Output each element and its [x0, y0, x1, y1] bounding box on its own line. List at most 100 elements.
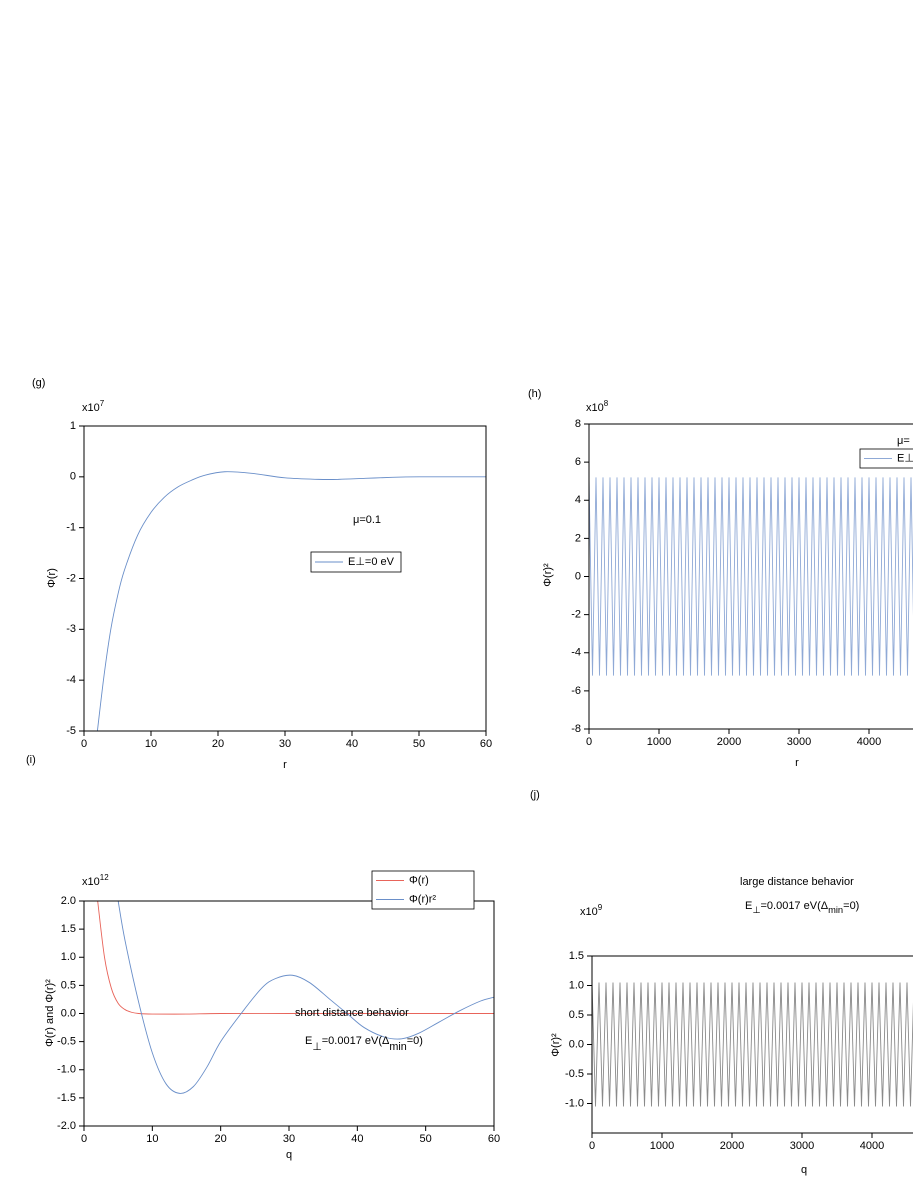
y-tick-label: -0.5 [57, 1036, 76, 1048]
y-tick-label: 6 [575, 456, 581, 468]
annotation-part: ⊥ [752, 905, 760, 915]
x-tick-label: 10 [145, 738, 157, 750]
x-tick-label: 3000 [787, 736, 811, 748]
axis-multiplier: x109 [580, 903, 603, 918]
y-tick-label: 8 [575, 418, 581, 430]
y-tick-label: -2.0 [57, 1120, 76, 1132]
y-tick-label: 1.5 [61, 923, 76, 935]
y-tick-label: 0 [70, 471, 76, 483]
legend-label: E⊥=0 eV [348, 556, 395, 568]
y-axis-label: Φ(r)² [542, 563, 554, 587]
y-axis-label: Φ(r) [46, 568, 58, 588]
annotation: μ=0.1 [353, 514, 381, 526]
axis-multiplier: x1012 [82, 873, 109, 888]
x-tick-label: 20 [212, 738, 224, 750]
annotation-part: μ= [897, 435, 910, 447]
multiplier-exponent: 7 [100, 399, 105, 408]
multiplier-base: x10 [586, 402, 604, 414]
annotation-part: min [828, 905, 843, 915]
x-axis-label: q [286, 1149, 292, 1161]
annotation: μ= [897, 435, 910, 447]
y-tick-label: -8 [571, 723, 581, 735]
y-tick-label: -5 [66, 725, 76, 737]
annotation-part: =0.0017 eV(Δ [760, 900, 828, 912]
x-tick-label: 50 [413, 738, 425, 750]
y-tick-label: 0 [575, 570, 581, 582]
x-tick-label: 2000 [720, 1140, 744, 1152]
x-tick-label: 40 [351, 1133, 363, 1145]
panel-label: (h) [528, 388, 541, 400]
annotation-part: E [745, 900, 752, 912]
y-tick-label: -0.5 [565, 1068, 584, 1080]
annotation-part: E [305, 1035, 312, 1047]
y-tick-label: -2 [66, 572, 76, 584]
y-tick-label: 0.5 [569, 1009, 584, 1021]
y-tick-label: 1 [70, 420, 76, 432]
x-tick-label: 0 [81, 1133, 87, 1145]
panel: (g) x107 r Φ(r) 0 10 20 30 40 50 60 -5 -4 -3 -2 -1 0 1 E⊥=… [32, 377, 492, 771]
axis-multiplier: x108 [586, 399, 609, 414]
y-tick-label: 1.0 [61, 951, 76, 963]
multiplier-exponent: 12 [100, 873, 109, 882]
panel-label: (g) [32, 377, 45, 389]
annotation-part: large distance behavior [740, 876, 854, 888]
legend-label: E⊥ [897, 452, 913, 464]
y-tick-label: -1.5 [57, 1092, 76, 1104]
multiplier-exponent: 9 [598, 903, 603, 912]
x-tick-label: 1000 [647, 736, 671, 748]
annotation-part: =0) [407, 1035, 423, 1047]
panel: (j) x109 q Φ(r)² 0 1000 2000 3000 4000 -1.0 -0.5 0.… [530, 789, 913, 1176]
annotation-part: =0.0017 eV(Δ [322, 1035, 390, 1047]
plot-frame [83, 425, 487, 732]
x-tick-label: 10 [146, 1133, 158, 1145]
annotation-part: μ=0.1 [353, 514, 381, 526]
x-tick-label: 0 [586, 736, 592, 748]
multiplier-exponent: 8 [604, 399, 609, 408]
legend-label: Φ(r)r² [409, 893, 436, 905]
data-line [97, 901, 494, 1015]
x-axis-label: r [795, 757, 799, 769]
x-tick-label: 60 [488, 1133, 500, 1145]
annotation-part: ⊥ [312, 1041, 321, 1053]
y-tick-label: 0.5 [61, 979, 76, 991]
panel-label: (i) [26, 754, 36, 766]
axis-multiplier: x107 [82, 399, 105, 414]
x-tick-label: 2000 [717, 736, 741, 748]
panel-label: (j) [530, 789, 540, 801]
y-tick-label: 4 [575, 494, 581, 506]
legend-box [310, 551, 402, 573]
y-tick-label: -1.0 [57, 1064, 76, 1076]
y-tick-label: -2 [571, 609, 581, 621]
y-tick-label: -3 [66, 623, 76, 635]
y-tick-label: -1.0 [565, 1097, 584, 1109]
x-tick-label: 1000 [650, 1140, 674, 1152]
annotation: E⊥=0.0017 eV(Δmin=0) [305, 1035, 423, 1053]
data-line [592, 982, 913, 1107]
data-line [589, 477, 913, 676]
legend-label: Φ(r) [409, 874, 429, 886]
x-tick-label: 4000 [860, 1140, 884, 1152]
y-tick-label: 0.0 [61, 1007, 76, 1019]
plot-frame [588, 423, 913, 730]
x-tick-label: 20 [215, 1133, 227, 1145]
y-tick-label: -4 [571, 647, 581, 659]
x-tick-label: 0 [81, 738, 87, 750]
x-tick-label: 30 [283, 1133, 295, 1145]
x-tick-label: 50 [420, 1133, 432, 1145]
y-tick-label: -1 [66, 522, 76, 534]
data-line [96, 471, 486, 731]
y-tick-label: 2.0 [61, 895, 76, 907]
x-tick-label: 60 [480, 738, 492, 750]
data-line [117, 901, 494, 1094]
annotation: short distance behavior [295, 1007, 409, 1019]
y-tick-label: 1.5 [569, 950, 584, 962]
y-tick-label: 0.0 [569, 1038, 584, 1050]
x-tick-label: 0 [589, 1140, 595, 1152]
legend-box [371, 870, 475, 910]
y-axis-label: Φ(r)² [550, 1033, 562, 1057]
annotation-part: =0) [843, 900, 859, 912]
x-tick-label: 30 [279, 738, 291, 750]
